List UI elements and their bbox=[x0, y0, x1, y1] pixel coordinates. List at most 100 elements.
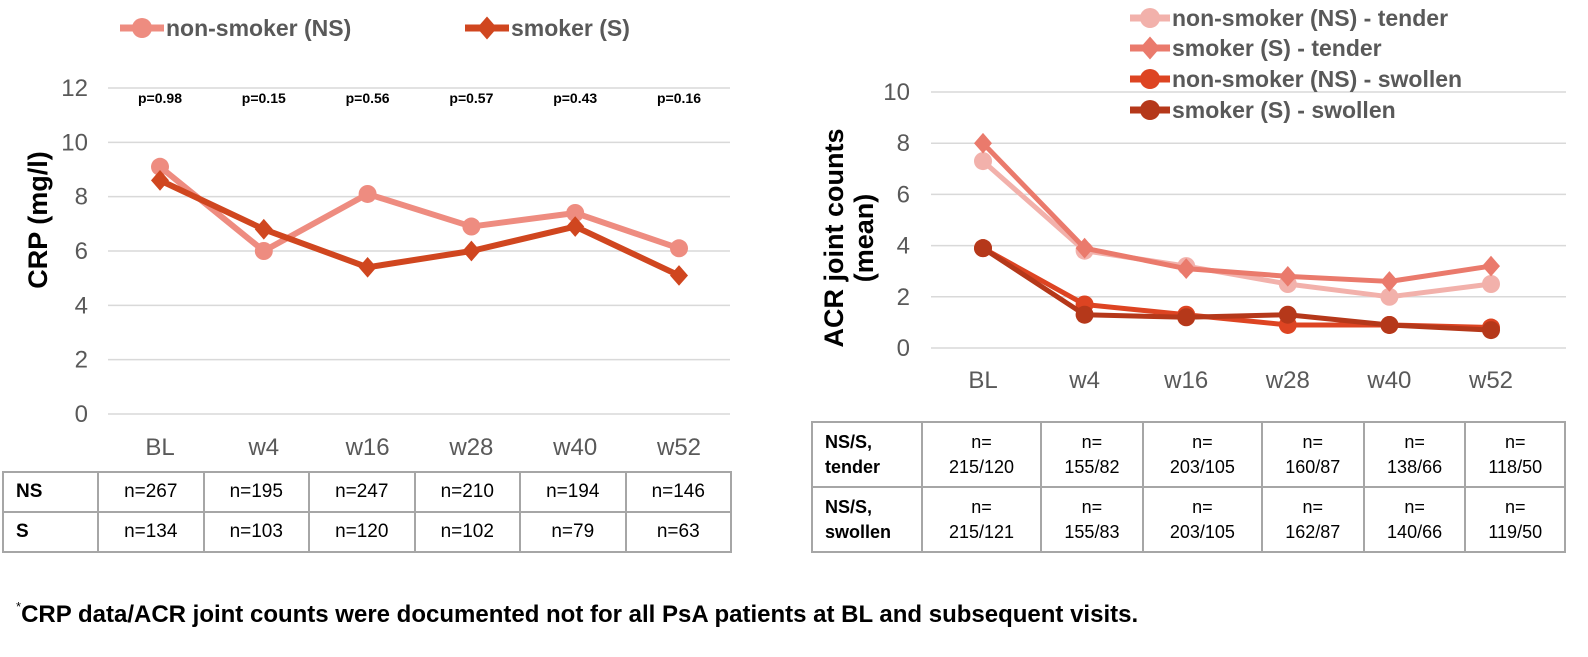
x-tick-label: w16 bbox=[345, 434, 390, 461]
legend-marker bbox=[1140, 8, 1160, 28]
legend-marker bbox=[1140, 100, 1160, 120]
legend-marker bbox=[1140, 69, 1160, 89]
legend-label: non-smoker (NS) bbox=[166, 15, 351, 41]
x-tick-label: w52 bbox=[656, 434, 701, 461]
table-cell: n=120 bbox=[308, 511, 416, 553]
table-row-ns: NS n=267 n=195 n=247 n=210 n=194 n=146 bbox=[2, 471, 732, 513]
y-tick-label: 2 bbox=[897, 284, 910, 311]
table-cell: n= 203/105 bbox=[1141, 421, 1263, 488]
footnote: *CRP data/ACR joint counts were document… bbox=[16, 599, 1138, 629]
table-cell: n= 138/66 bbox=[1362, 421, 1467, 488]
data-point bbox=[1380, 287, 1399, 306]
data-point bbox=[1380, 315, 1399, 334]
table-cell: n=102 bbox=[413, 511, 521, 553]
p-value-annotation: p=0.43 bbox=[553, 90, 597, 106]
table-cell: n= 155/82 bbox=[1040, 421, 1144, 488]
data-point bbox=[151, 157, 169, 176]
crp-sample-size-table: NS n=267 n=195 n=247 n=210 n=194 n=146 S… bbox=[2, 471, 732, 553]
y-tick-label: 0 bbox=[75, 401, 88, 428]
y-axis-title-line: ACR joint counts bbox=[819, 129, 849, 348]
table-cell: n=79 bbox=[519, 511, 627, 553]
table-cell: n= 162/87 bbox=[1260, 486, 1365, 553]
row-label: S bbox=[2, 511, 99, 553]
y-tick-label: 6 bbox=[897, 181, 910, 208]
row-label-line: tender bbox=[825, 456, 881, 477]
data-point bbox=[974, 132, 992, 154]
p-value-annotation: p=0.15 bbox=[242, 90, 286, 106]
row-label-line: swollen bbox=[825, 521, 892, 542]
y-tick-label: 8 bbox=[75, 184, 88, 211]
data-point bbox=[462, 217, 481, 236]
x-tick-label: w40 bbox=[1366, 367, 1411, 394]
table-cell: n= 119/50 bbox=[1464, 486, 1566, 553]
row-label: NS/S, swollen bbox=[811, 486, 923, 553]
table-cell: n=194 bbox=[519, 471, 627, 513]
y-tick-label: 4 bbox=[75, 292, 88, 319]
series-line bbox=[158, 164, 680, 254]
table-cell: n= 160/87 bbox=[1260, 421, 1365, 488]
table-cell: n=267 bbox=[97, 471, 205, 513]
data-point bbox=[1482, 255, 1500, 277]
legend-item: smoker (S) - swollen bbox=[1130, 97, 1396, 123]
data-point bbox=[1380, 271, 1399, 292]
data-point bbox=[462, 240, 481, 262]
data-point bbox=[1482, 321, 1500, 340]
data-point bbox=[151, 170, 169, 191]
p-value-annotation: p=0.16 bbox=[657, 90, 701, 106]
x-tick-label: BL bbox=[145, 434, 174, 461]
legend-marker bbox=[1140, 36, 1160, 60]
data-point bbox=[1177, 258, 1196, 279]
x-tick-label: w4 bbox=[247, 434, 279, 461]
data-point bbox=[670, 239, 688, 258]
y-tick-label: 6 bbox=[75, 238, 88, 265]
table-cell: n=195 bbox=[202, 471, 310, 513]
data-point bbox=[254, 218, 273, 240]
table-cell: n= 215/121 bbox=[920, 486, 1043, 553]
data-point bbox=[670, 265, 688, 286]
data-point bbox=[1177, 308, 1196, 327]
x-tick-label: w28 bbox=[1265, 367, 1310, 394]
crp-chart: 0 2 4 6 8 10 12 BL w4 w16 w28 w40 w52 CRP (mg/l) p=0.9… bbox=[23, 15, 730, 461]
x-tick-label: w52 bbox=[1468, 367, 1513, 394]
series-line bbox=[981, 159, 1492, 300]
table-row-s: S n=134 n=103 n=120 n=102 n=79 n=63 bbox=[2, 511, 732, 553]
table-cell: n= 155/83 bbox=[1040, 486, 1144, 553]
y-axis-title: ACR joint counts(mean) bbox=[819, 129, 879, 348]
legend-marker bbox=[132, 18, 152, 38]
row-label: NS bbox=[2, 471, 99, 513]
y-axis-title-line: CRP (mg/l) bbox=[23, 151, 53, 289]
legend-label: smoker (S) bbox=[511, 15, 630, 41]
series-line bbox=[981, 246, 1492, 333]
data-point bbox=[358, 256, 377, 278]
table-cell: n= 203/105 bbox=[1141, 486, 1263, 553]
table-cell: n= 215/120 bbox=[920, 421, 1043, 488]
data-point bbox=[566, 203, 585, 222]
data-point bbox=[1278, 265, 1297, 287]
table-row-swollen: NS/S, swollen n= 215/121 n= 155/83 n= 203/1… bbox=[811, 486, 1566, 553]
footnote-marker: * bbox=[16, 599, 22, 614]
y-axis-title: CRP (mg/l) bbox=[23, 151, 53, 289]
table-cell: n=103 bbox=[202, 511, 310, 553]
table-cell: n= 118/50 bbox=[1464, 421, 1566, 488]
acr-joint-counts-chart: 0 2 4 6 8 10 BL w4 w16 w28 w40 w52 ACR joint counts(… bbox=[819, 5, 1566, 394]
legend-item: non-smoker (NS) - swollen bbox=[1130, 66, 1462, 92]
series-line bbox=[981, 141, 1492, 284]
y-tick-label: 8 bbox=[897, 130, 910, 157]
series-line bbox=[158, 177, 681, 279]
y-axis-title-line: (mean) bbox=[849, 194, 879, 283]
legend-item: smoker (S) - tender bbox=[1130, 35, 1382, 61]
data-point bbox=[566, 216, 585, 237]
legend-label: smoker (S) - swollen bbox=[1172, 97, 1396, 123]
data-point bbox=[1482, 275, 1500, 293]
x-tick-label: BL bbox=[968, 367, 997, 394]
legend-label: smoker (S) - tender bbox=[1172, 35, 1382, 61]
data-point bbox=[974, 239, 992, 258]
y-tick-label: 0 bbox=[897, 335, 910, 362]
table-cell: n=247 bbox=[308, 471, 416, 513]
y-tick-label: 10 bbox=[61, 129, 88, 156]
legend-item: non-smoker (NS) bbox=[120, 15, 351, 41]
legend-item: non-smoker (NS) - tender bbox=[1130, 5, 1448, 31]
data-point bbox=[974, 152, 992, 171]
table-row-tender: NS/S, tender n= 215/120 n= 155/82 n= 203/10… bbox=[811, 421, 1566, 488]
